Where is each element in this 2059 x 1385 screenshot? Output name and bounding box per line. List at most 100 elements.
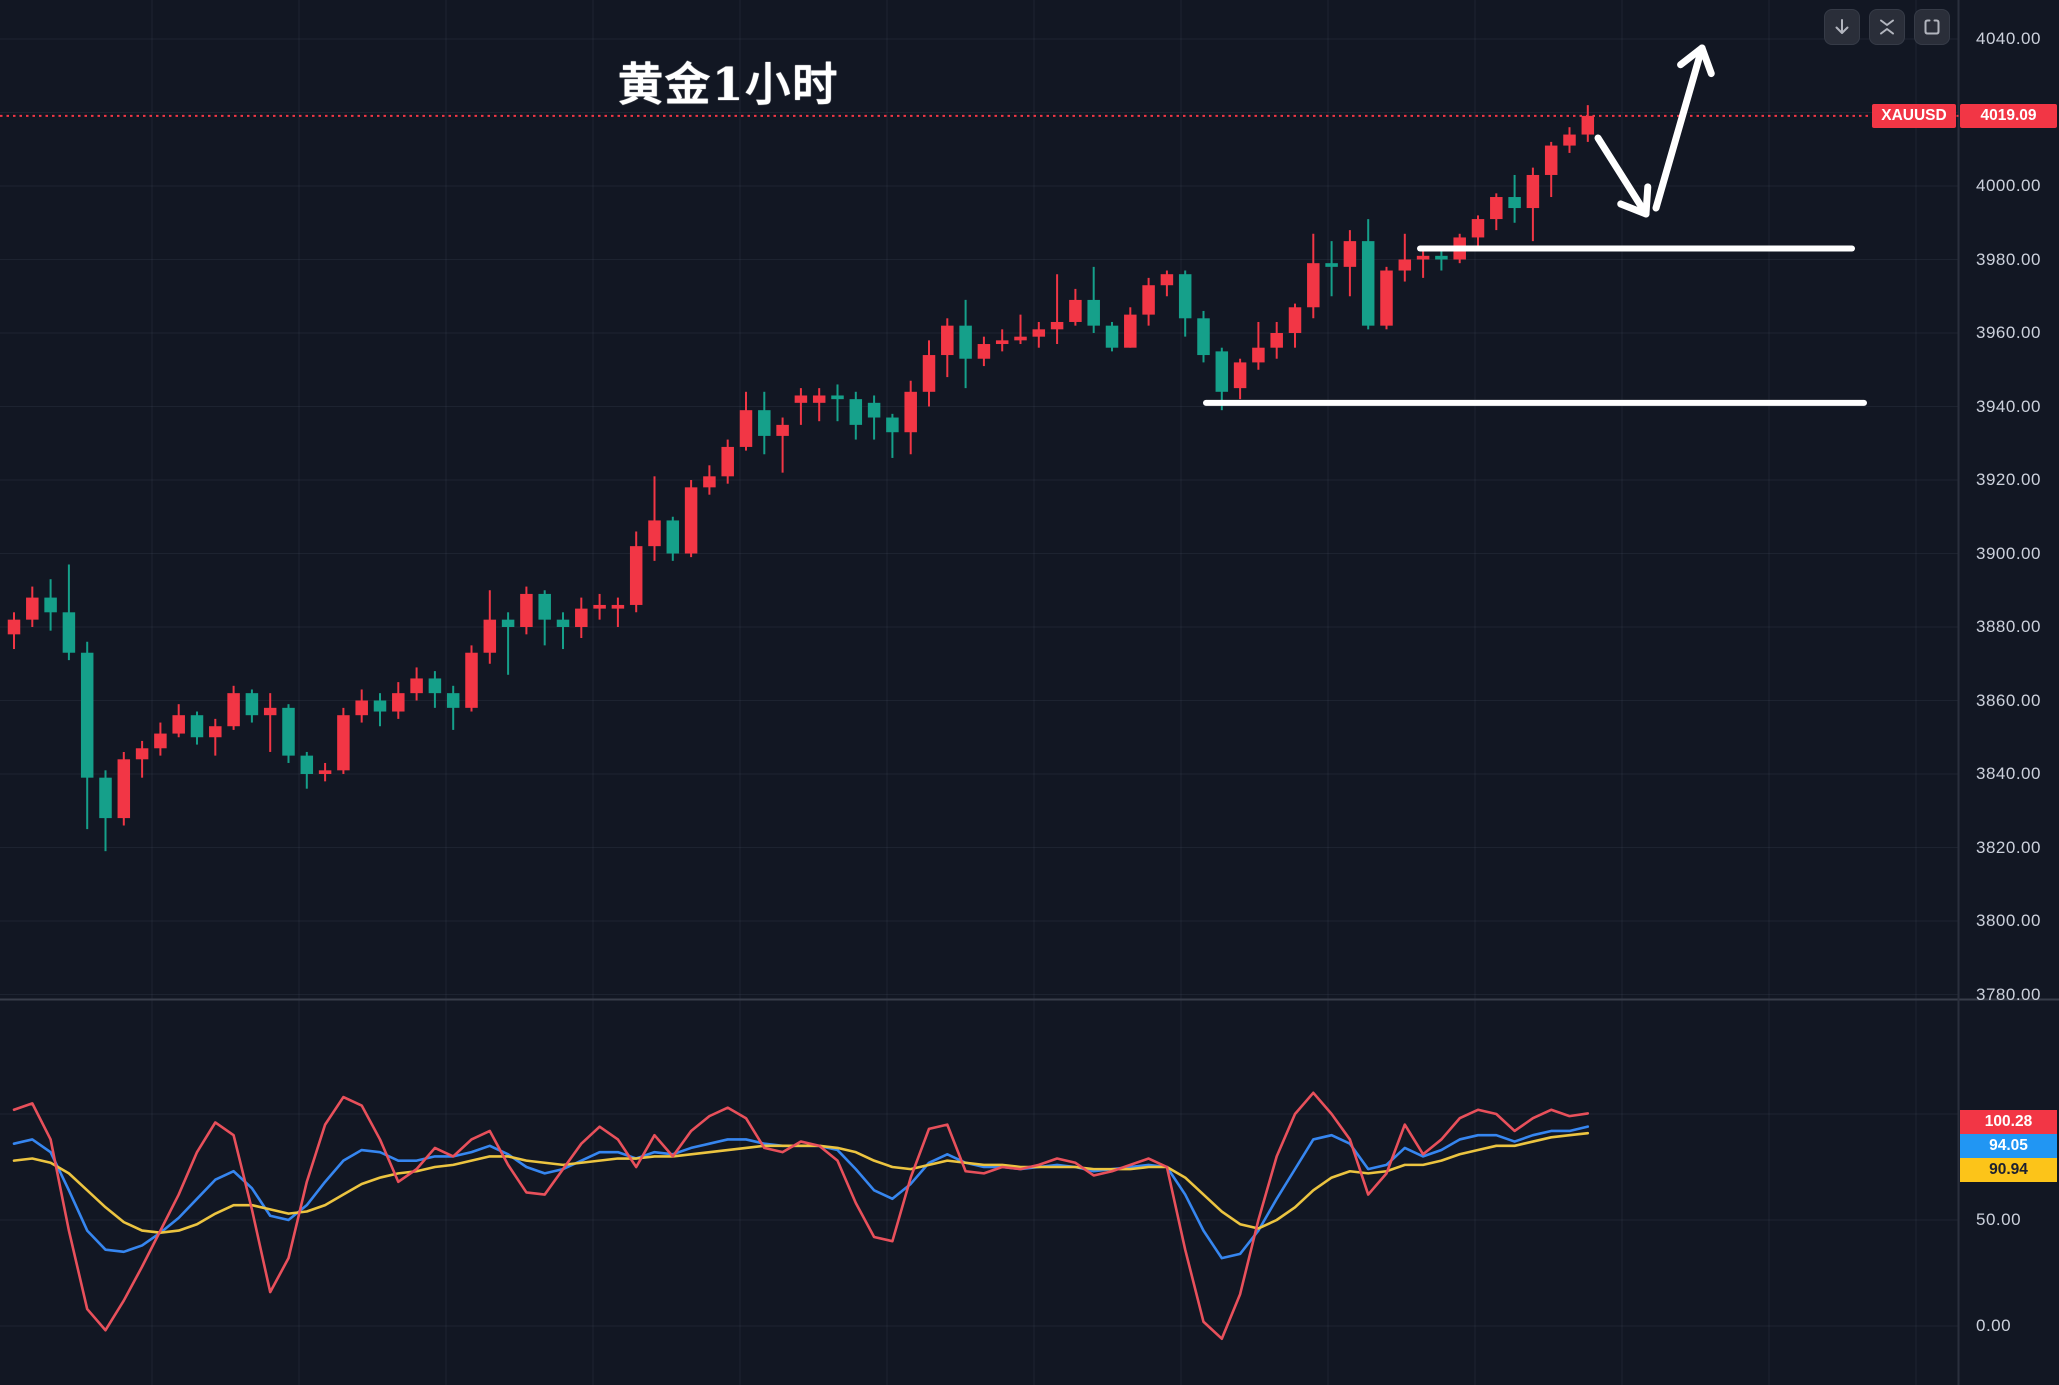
price-tick-label: 3960.00: [1976, 323, 2041, 342]
candle-body: [794, 395, 808, 403]
kdj-k-value-badge: 94.05: [1960, 1134, 2057, 1158]
candle-body: [1288, 307, 1302, 333]
candle-body: [209, 726, 222, 738]
candle-body: [99, 777, 112, 819]
candle-body: [190, 715, 204, 738]
candle-body: [1014, 336, 1027, 341]
candle-body: [282, 707, 295, 756]
candle-body: [1270, 333, 1283, 348]
candle-body: [355, 700, 368, 716]
candle-body: [593, 604, 606, 609]
candle-body: [721, 446, 734, 477]
candle-body: [776, 424, 789, 436]
price-tick-label: 3820.00: [1976, 837, 2041, 857]
candle-body: [1252, 347, 1265, 363]
candle-body: [300, 755, 314, 774]
candle-body: [703, 476, 716, 488]
candle-body: [1124, 314, 1137, 348]
candle-body: [1160, 274, 1174, 286]
candle-body: [538, 593, 551, 620]
price-tick-label: 3860.00: [1976, 690, 2041, 710]
candle-body: [483, 619, 497, 653]
price-tick-label: 3920.00: [1976, 470, 2041, 489]
trend-arrow-up[interactable]: [1652, 44, 1715, 212]
candle-body: [1563, 134, 1576, 146]
candle-body: [1471, 219, 1485, 238]
candle-body: [501, 619, 515, 627]
price-tick-label: 4040.00: [1976, 29, 2041, 48]
candle-body: [1398, 259, 1412, 271]
candle-body: [611, 604, 625, 609]
last-price-label: 4019.09: [1960, 104, 2057, 128]
candle-body: [318, 770, 332, 774]
candle-body: [758, 410, 771, 436]
candle-body: [1142, 285, 1155, 315]
trend-arrow-down[interactable]: [1594, 134, 1652, 218]
candle-body: [1380, 270, 1393, 326]
candle-body: [1435, 255, 1448, 260]
candle-body: [1233, 362, 1247, 389]
symbol-price-label: XAUUSD: [1872, 104, 1956, 128]
candle-body: [410, 678, 423, 694]
candle-body: [80, 652, 94, 778]
candle-body: [812, 395, 826, 403]
candle-body: [666, 520, 680, 554]
price-tick-label: 3880.00: [1976, 617, 2041, 636]
candle-body: [1197, 318, 1210, 356]
candle-body: [739, 410, 753, 447]
candle-body: [172, 715, 185, 734]
kdj-d-value-badge: 90.94: [1960, 1158, 2057, 1182]
price-tick-label: 3800.00: [1976, 911, 2041, 930]
kdj-j-value-badge: 100.28: [1960, 1110, 2057, 1134]
chart-title-drawing[interactable]: 黄金1小时: [618, 58, 840, 111]
candle-body: [44, 597, 57, 613]
candle-body: [446, 693, 460, 708]
candle-body: [684, 487, 698, 554]
candle-body: [1490, 197, 1503, 220]
candle-body: [337, 715, 350, 771]
candle-body: [648, 520, 661, 547]
price-tick-label: 4000.00: [1976, 176, 2041, 195]
candle-body: [1544, 145, 1558, 175]
price-tick-label: 3900.00: [1976, 543, 2041, 563]
candle-body: [7, 619, 21, 635]
candle-body: [629, 546, 643, 605]
price-tick-label: 3940.00: [1976, 396, 2041, 416]
candle-body: [831, 395, 844, 400]
candle-body: [1087, 299, 1100, 326]
price-tick-label: 3840.00: [1976, 764, 2041, 783]
drawing-annotations[interactable]: [1203, 44, 1867, 406]
candle-body: [117, 759, 131, 819]
candle-body: [904, 391, 917, 433]
candle-body: [1526, 174, 1540, 209]
fullscreen-icon: [1924, 19, 1940, 35]
candle-body: [1416, 255, 1430, 260]
candle-body: [373, 700, 387, 712]
candle-body: [867, 402, 881, 418]
scroll-to-latest-button[interactable]: [1824, 9, 1860, 45]
candle-body: [1343, 241, 1357, 267]
indicator-tick-label: 50.00: [1976, 1210, 2022, 1229]
candle-body: [1178, 274, 1192, 319]
candle-body: [1215, 351, 1229, 392]
candle-body: [465, 652, 478, 708]
candle-body: [1069, 299, 1082, 322]
fullscreen-button[interactable]: [1914, 9, 1950, 45]
candle-body: [959, 325, 972, 359]
candle-body: [849, 399, 863, 425]
price-tick-label: 3980.00: [1976, 249, 2041, 269]
price-tick-label: 3780.00: [1976, 984, 2041, 1004]
candle-body: [26, 597, 39, 620]
collapse-pane-button[interactable]: [1869, 9, 1905, 45]
candle-body: [575, 608, 588, 627]
candle-body: [1032, 329, 1046, 337]
kdj-j-line: [12, 1091, 1590, 1341]
candle-body: [1508, 197, 1521, 209]
candle-body: [886, 417, 899, 433]
candle-body: [392, 693, 405, 712]
candle-body: [245, 693, 259, 716]
candle-body: [1581, 115, 1595, 135]
